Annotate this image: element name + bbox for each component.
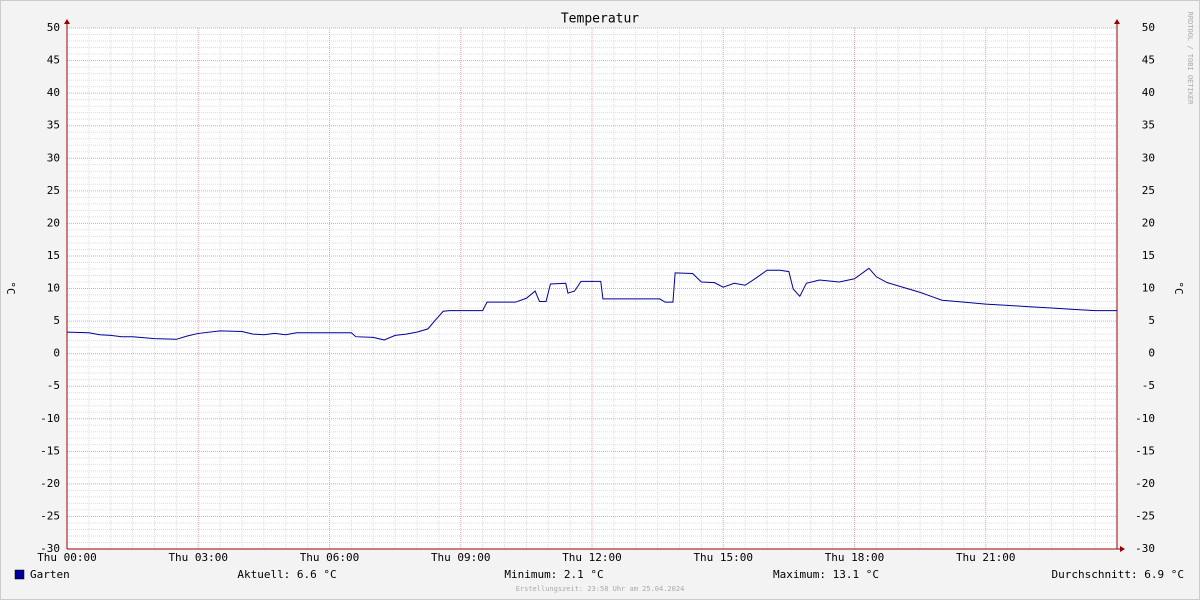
- y-tick-label: 20: [47, 216, 60, 229]
- y2-tick-label: -5: [1142, 379, 1155, 392]
- y2-tick-label: -25: [1135, 509, 1155, 522]
- axis-arrow: [1120, 546, 1125, 552]
- y-tick-label: 10: [47, 282, 60, 295]
- watermark: RRDTOOL / TOBI OETIKER: [1186, 12, 1194, 106]
- y-tick-label: -30: [40, 542, 60, 555]
- y2-tick-label: -15: [1135, 444, 1155, 457]
- y2-tick-label: 15: [1142, 249, 1155, 262]
- y-tick-label: 15: [47, 249, 60, 262]
- y2-tick-label: 40: [1142, 86, 1155, 99]
- y2-tick-label: 30: [1142, 151, 1155, 164]
- y-tick-label: -25: [40, 509, 60, 522]
- y2-tick-label: 0: [1148, 347, 1155, 360]
- y-tick-label: 0: [53, 347, 60, 360]
- y-tick-label: 25: [47, 184, 60, 197]
- y2-tick-label: 20: [1142, 216, 1155, 229]
- data-line: [66, 267, 1117, 341]
- x-tick-label: Thu 00:00: [37, 551, 97, 564]
- grid: [66, 27, 1117, 550]
- y-tick-label: 40: [47, 86, 60, 99]
- x-tick-label: Thu 21:00: [956, 551, 1016, 564]
- x-tick-label: Thu 03:00: [168, 551, 228, 564]
- y-tick-label: 45: [47, 54, 60, 67]
- y-tick-label: 50: [47, 21, 60, 34]
- y2-tick-label: 5: [1148, 314, 1155, 327]
- axis-arrow: [64, 19, 70, 24]
- y2-tick-label: 45: [1142, 54, 1155, 67]
- chart-title: Temperatur: [561, 12, 639, 27]
- y-tick-label: 5: [53, 314, 60, 327]
- x-tick-label: Thu 15:00: [693, 551, 753, 564]
- x-tick-label: Thu 06:00: [300, 551, 360, 564]
- stat: Aktuell: 6.6 °C: [237, 568, 336, 581]
- axis-arrow: [1114, 19, 1120, 24]
- x-tick-label: Thu 18:00: [825, 551, 885, 564]
- y2-axis-label: °C: [1172, 281, 1185, 294]
- y2-tick-label: -20: [1135, 477, 1155, 490]
- footer: Erstellungszeit: 23:58 Uhr am 25.04.2024: [516, 585, 685, 593]
- stat: Durchschnitt: 6.9 °C: [1052, 568, 1184, 581]
- y-tick-label: -15: [40, 444, 60, 457]
- y-axis-label: °C: [4, 281, 17, 294]
- stat: Maximum: 13.1 °C: [773, 568, 879, 581]
- stat: Minimum: 2.1 °C: [504, 568, 603, 581]
- x-tick-label: Thu 12:00: [562, 551, 622, 564]
- y-tick-label: 35: [47, 119, 60, 132]
- y-tick-label: -10: [40, 412, 60, 425]
- y-tick-label: -20: [40, 477, 60, 490]
- y2-tick-label: 10: [1142, 282, 1155, 295]
- x-tick-label: Thu 09:00: [431, 551, 491, 564]
- y2-tick-label: 25: [1142, 184, 1155, 197]
- y2-tick-label: 50: [1142, 21, 1155, 34]
- y2-tick-label: -10: [1135, 412, 1155, 425]
- y-tick-label: 30: [47, 151, 60, 164]
- y-tick-label: -5: [47, 379, 60, 392]
- y2-tick-label: -30: [1135, 542, 1155, 555]
- legend-swatch: [14, 569, 25, 580]
- legend-label: Garten: [30, 568, 70, 581]
- y2-tick-label: 35: [1142, 119, 1155, 132]
